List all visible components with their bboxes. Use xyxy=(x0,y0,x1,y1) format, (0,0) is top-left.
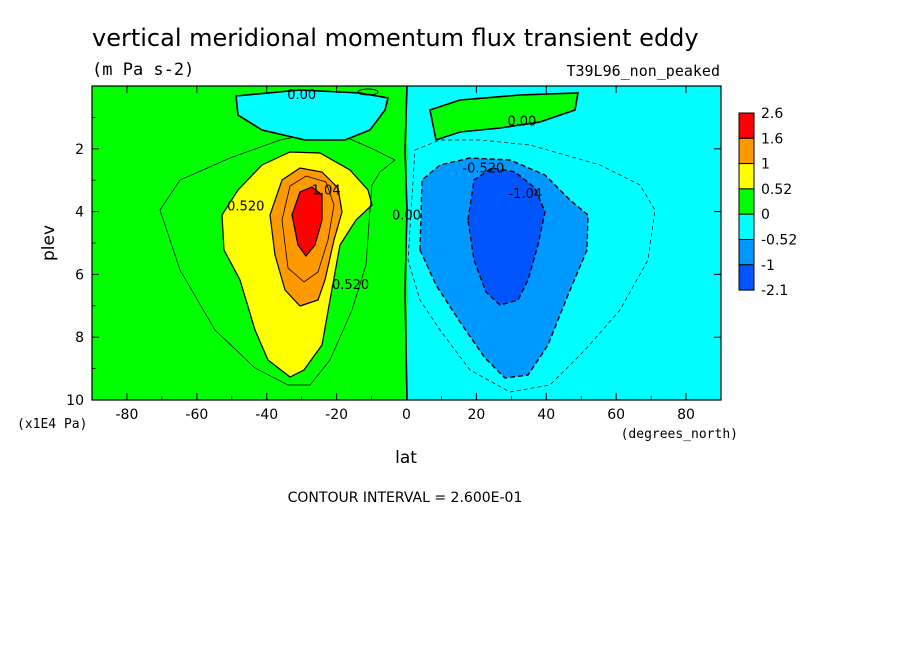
colorbar-label: 0 xyxy=(761,207,770,223)
y-axis-label: plev xyxy=(39,225,59,261)
colorbar-swatch xyxy=(738,137,755,165)
colorbar-label: 2.6 xyxy=(761,106,783,122)
contour-label: -0.520 xyxy=(462,162,504,177)
colorbar-label: 1.6 xyxy=(761,131,783,147)
chart-title: vertical meridional momentum flux transi… xyxy=(92,24,699,52)
y-tick-label: 6 xyxy=(75,267,84,283)
south-inner-contour xyxy=(281,175,335,283)
colorbar-label: 0.52 xyxy=(761,182,792,198)
south-outer-thin-contour xyxy=(159,129,396,386)
south-upper-cyan-cell xyxy=(235,89,389,141)
run-label: T39L96_non_peaked xyxy=(566,62,720,80)
x-axis-units: (degrees_north) xyxy=(621,427,738,442)
x-tick-label: 60 xyxy=(607,407,625,423)
contour-label: -1.04 xyxy=(508,187,542,202)
colorbar-swatch xyxy=(738,112,755,139)
contour-labels: 0.00 0.00 0.520 1.04 0.520 0.00 -0.520 -1.04 xyxy=(227,88,542,293)
contour-label: 0.00 xyxy=(507,115,536,130)
y-axis-units: (x1E4 Pa) xyxy=(17,417,87,432)
colorbar-swatch xyxy=(738,188,755,215)
chart-units: (m Pa s-2) xyxy=(92,60,194,80)
contour-label: 0.520 xyxy=(227,199,264,214)
colorbar-label: -2.1 xyxy=(761,283,788,299)
colorbar-swatch xyxy=(738,264,755,291)
zero-contour-equator xyxy=(404,86,408,400)
colorbar-swatch xyxy=(738,239,755,266)
colorbar-swatch xyxy=(738,163,755,190)
colorbar-label: -1 xyxy=(761,258,775,274)
contour-interval-note: CONTOUR INTERVAL = 2.600E-01 xyxy=(288,490,523,506)
y-tick-label: 4 xyxy=(75,205,84,221)
y-tick-label: 10 xyxy=(66,393,84,409)
north-outer-dashed-contour xyxy=(407,139,656,393)
x-tick-label: -80 xyxy=(116,407,139,423)
x-axis-label: lat xyxy=(395,448,417,468)
contour-label: 0.00 xyxy=(287,88,316,103)
contour-label: 0.00 xyxy=(392,209,421,224)
north-upper-green-cell xyxy=(429,92,579,142)
y-tick-label: 8 xyxy=(75,330,84,346)
x-axis: -80 -60 -40 -20 0 20 40 60 80 xyxy=(91,86,722,423)
y-axis: 2 4 6 8 10 xyxy=(66,117,721,409)
small-upper-contour xyxy=(357,88,379,96)
y-tick-label: 2 xyxy=(75,142,84,158)
x-tick-label: 80 xyxy=(677,407,695,423)
colorbar: 2.6 1.6 1 0.52 0 -0.52 -1 -2.1 xyxy=(738,106,797,299)
x-tick-label: 40 xyxy=(537,407,555,423)
contour-label: 1.04 xyxy=(312,184,341,199)
plot-area xyxy=(92,86,721,400)
x-tick-label: 20 xyxy=(467,407,485,423)
x-tick-label: -20 xyxy=(325,407,348,423)
colorbar-label: 1 xyxy=(761,157,770,173)
colorbar-label: -0.52 xyxy=(761,233,797,249)
x-tick-label: -60 xyxy=(185,407,208,423)
contour-label: 0.520 xyxy=(332,278,369,293)
north-lobe-minus-1.04 xyxy=(467,167,546,306)
south-lobe-2.6 xyxy=(291,186,323,257)
x-tick-label: -40 xyxy=(255,407,278,423)
colorbar-swatch xyxy=(738,213,755,240)
x-tick-label: 0 xyxy=(402,407,411,423)
